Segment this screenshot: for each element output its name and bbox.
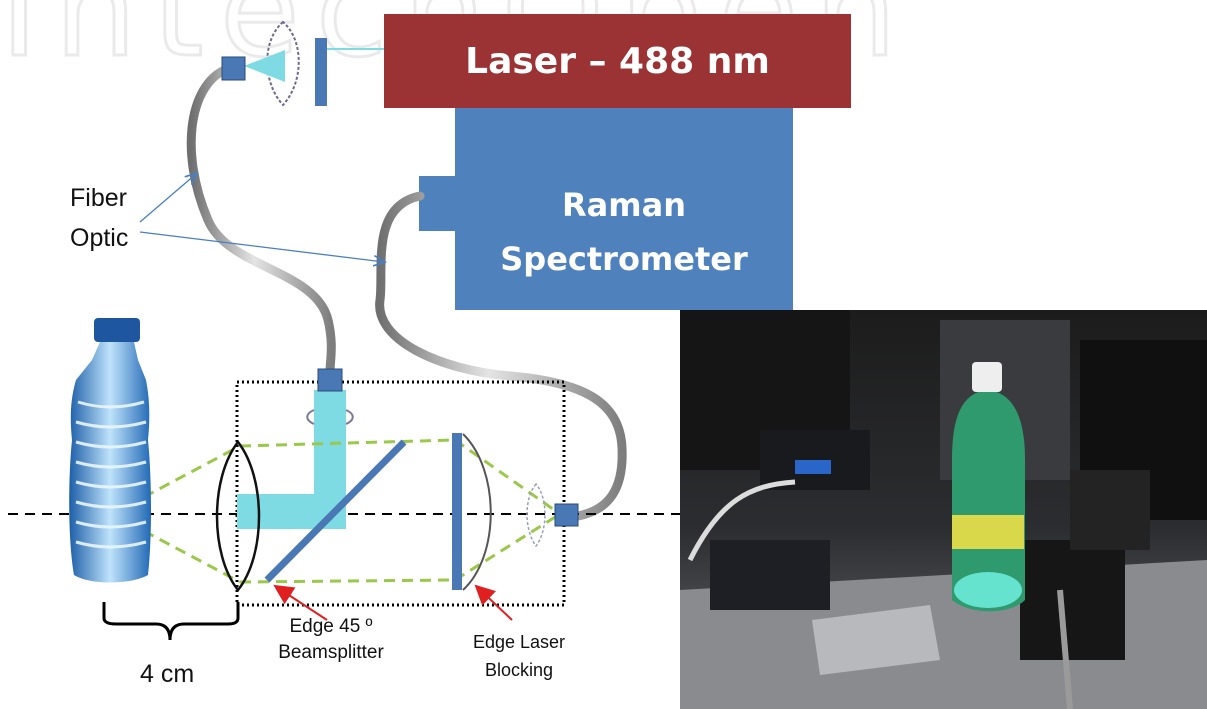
fiber-optic-label: Fiber Optic	[70, 178, 128, 258]
blocking-label-line1: Edge Laser	[472, 632, 566, 652]
edge-blocking-filter	[452, 433, 462, 590]
fiber-coupling-lens	[526, 482, 546, 548]
fiber-pointer-2	[139, 231, 384, 262]
beamsplitter-pointer	[273, 584, 328, 621]
fiber-pointer-1	[139, 174, 196, 223]
excitation-fiber	[186, 63, 336, 377]
blocking-pointer	[474, 584, 513, 621]
distance-label: 4 cm	[140, 660, 195, 688]
laser-label: Laser – 488 nm	[465, 40, 770, 82]
optical-housing	[235, 380, 566, 607]
beam-divergence-mark	[306, 409, 354, 425]
fiber-connector-right	[554, 503, 579, 527]
blocking-label: Edge Laser Blocking	[458, 628, 580, 684]
coupling-lens	[266, 20, 300, 107]
excitation-beam-horizontal	[237, 494, 346, 529]
collection-lens	[215, 439, 261, 593]
blocking-label-line2: Blocking	[484, 660, 554, 680]
beamsplitter-plate	[264, 439, 407, 583]
focusing-lens	[462, 433, 492, 591]
spectrometer-box	[455, 108, 793, 310]
spectrometer-label-line2: Spectrometer	[500, 240, 748, 278]
beamsplitter-label: Edge 45 º Beamsplitter	[256, 614, 406, 666]
coupling-beam-cone	[244, 50, 285, 82]
laser-box	[384, 14, 851, 108]
beamsplitter-label-line1: Edge 45 º	[289, 616, 373, 637]
spectrometer-label-line1: Raman	[562, 186, 686, 224]
fiber-optic-label-line1: Fiber	[70, 184, 127, 212]
distance-brace	[102, 602, 240, 641]
fiber-optic-label-line2: Optic	[70, 224, 129, 252]
beamsplitter-label-line2: Beamsplitter	[278, 642, 384, 663]
fiber-connector-top	[317, 368, 343, 392]
water-bottle	[69, 318, 151, 583]
spectrometer-label: Raman Spectrometer	[455, 178, 793, 286]
laser-filter-plate	[315, 38, 327, 106]
spectrometer-port	[419, 176, 455, 231]
setup-photo	[680, 310, 1207, 709]
fiber-connector-laser	[221, 56, 246, 81]
